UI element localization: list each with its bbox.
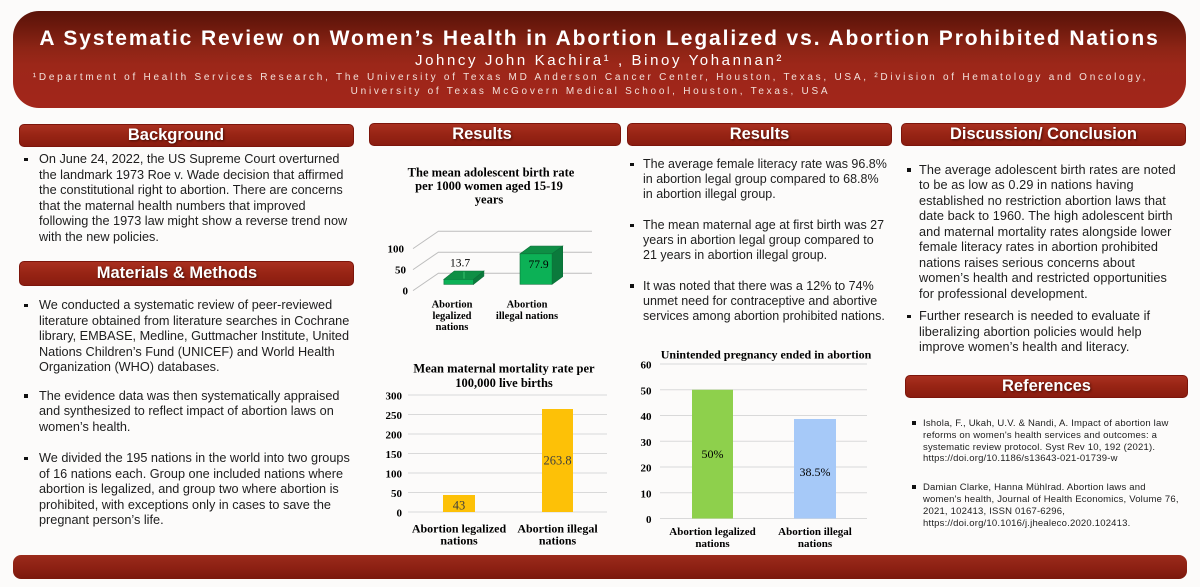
svg-text:100,000 live births: 100,000 live births	[455, 376, 553, 390]
svg-text:50: 50	[641, 385, 653, 397]
svg-text:Abortion legalized: Abortion legalized	[412, 522, 507, 536]
svg-text:13.7: 13.7	[450, 258, 470, 270]
svg-text:Unintended pregnancy ended in: Unintended pregnancy ended in abortion	[661, 348, 872, 362]
svg-text:263.8: 263.8	[543, 454, 571, 468]
svg-text:Abortion: Abortion	[507, 300, 548, 311]
svg-text:30: 30	[641, 437, 653, 449]
svg-text:50%: 50%	[702, 447, 724, 461]
svg-text:50: 50	[391, 488, 403, 500]
svg-text:38.5%: 38.5%	[800, 465, 831, 479]
svg-text:40: 40	[641, 411, 653, 423]
svg-text:nations: nations	[695, 538, 730, 550]
svg-text:legalized: legalized	[432, 311, 471, 322]
svg-text:Abortion legalized: Abortion legalized	[669, 526, 755, 538]
svg-text:200: 200	[386, 430, 403, 442]
svg-text:250: 250	[386, 410, 403, 422]
svg-text:Mean maternal mortality rate p: Mean maternal mortality rate per	[413, 362, 595, 376]
svg-text:100: 100	[386, 469, 403, 481]
svg-text:nations: nations	[440, 534, 478, 548]
svg-text:years: years	[475, 193, 504, 207]
svg-text:Abortion illegal: Abortion illegal	[517, 522, 598, 536]
svg-text:300: 300	[386, 391, 403, 403]
svg-text:43: 43	[453, 499, 466, 513]
svg-text:nations: nations	[539, 534, 577, 548]
svg-text:illegal nations: illegal nations	[496, 311, 558, 322]
svg-text:The mean adolescent birth rate: The mean adolescent birth rate	[408, 166, 575, 180]
svg-text:Abortion illegal: Abortion illegal	[778, 526, 852, 538]
svg-text:50: 50	[395, 265, 407, 277]
svg-text:150: 150	[386, 449, 403, 461]
svg-text:0: 0	[646, 514, 652, 526]
svg-text:0: 0	[403, 286, 409, 298]
svg-text:60: 60	[641, 360, 653, 372]
svg-text:0: 0	[397, 508, 403, 520]
svg-text:nations: nations	[436, 322, 469, 333]
svg-text:nations: nations	[798, 538, 833, 550]
svg-text:per 1000 women aged 15-19: per 1000 women aged 15-19	[415, 179, 563, 193]
svg-text:100: 100	[388, 244, 405, 256]
svg-text:77.9: 77.9	[528, 259, 548, 271]
svg-text:10: 10	[641, 488, 653, 500]
svg-text:20: 20	[641, 463, 653, 475]
svg-text:Abortion: Abortion	[432, 300, 473, 311]
